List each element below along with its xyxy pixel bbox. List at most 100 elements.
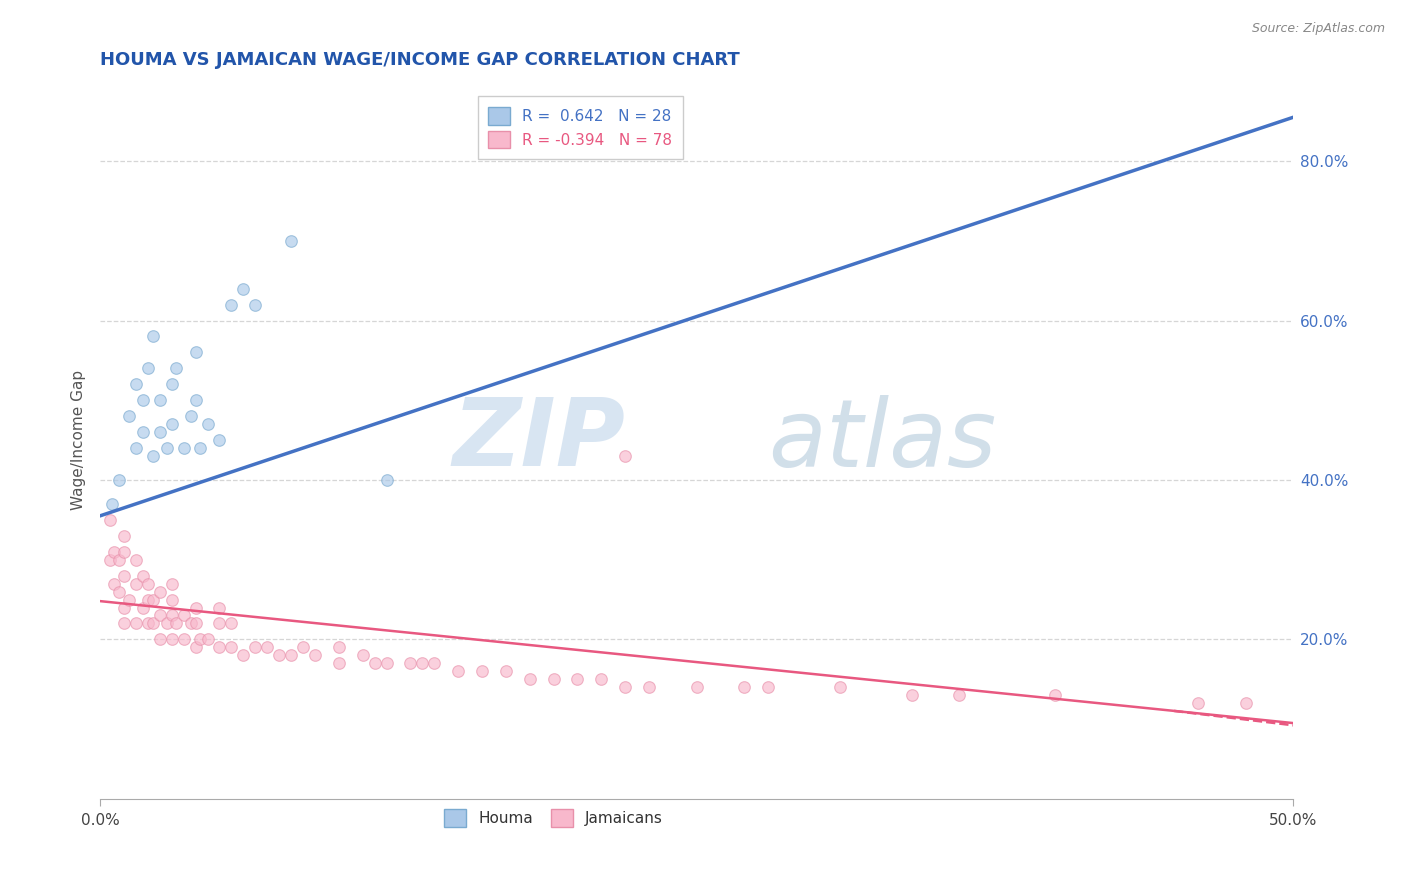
Point [166, 361, 188, 376]
Point [112, 544, 135, 558]
Point [103, 544, 125, 558]
Point [142, 592, 165, 607]
Point [375, 657, 398, 671]
Point [156, 616, 179, 631]
Point [142, 449, 165, 463]
Point [221, 297, 243, 311]
Point [125, 576, 148, 591]
Point [112, 616, 135, 631]
Point [221, 616, 243, 631]
Point [269, 648, 291, 663]
Legend: Houma, Jamaicans: Houma, Jamaicans [437, 801, 671, 834]
Point [190, 441, 212, 455]
Point [208, 640, 231, 655]
Point [125, 616, 148, 631]
Y-axis label: Wage/Income Gap: Wage/Income Gap [72, 370, 86, 510]
Point [108, 552, 131, 566]
Point [125, 377, 148, 392]
Point [208, 600, 231, 615]
Point [828, 680, 851, 694]
Point [112, 600, 135, 615]
Point [197, 417, 219, 431]
Point [160, 377, 183, 392]
Point [543, 672, 565, 686]
Point [184, 600, 207, 615]
Point [108, 473, 131, 487]
Point [125, 441, 148, 455]
Point [184, 616, 207, 631]
Point [900, 688, 922, 702]
Point [112, 529, 135, 543]
Point [184, 345, 207, 359]
Point [280, 648, 302, 663]
Point [136, 361, 159, 376]
Point [156, 441, 179, 455]
Point [125, 552, 148, 566]
Point [136, 576, 159, 591]
Point [173, 608, 195, 623]
Point [567, 672, 589, 686]
Point [208, 433, 231, 447]
Point [304, 648, 326, 663]
Point [471, 665, 494, 679]
Point [245, 640, 267, 655]
Point [173, 632, 195, 647]
Point [375, 473, 398, 487]
Point [166, 616, 188, 631]
Point [245, 297, 267, 311]
Point [98, 513, 121, 527]
Text: atlas: atlas [768, 394, 997, 485]
Text: Source: ZipAtlas.com: Source: ZipAtlas.com [1251, 22, 1385, 36]
Point [328, 640, 350, 655]
Point [495, 665, 517, 679]
Point [101, 497, 124, 511]
Point [136, 616, 159, 631]
Point [232, 282, 254, 296]
Point [98, 552, 121, 566]
Point [108, 584, 131, 599]
Point [328, 657, 350, 671]
Point [686, 680, 709, 694]
Point [149, 632, 172, 647]
Point [132, 600, 155, 615]
Point [1043, 688, 1066, 702]
Point [197, 632, 219, 647]
Point [173, 441, 195, 455]
Point [1187, 696, 1209, 710]
Point [142, 616, 165, 631]
Point [136, 592, 159, 607]
Point [160, 632, 183, 647]
Point [160, 608, 183, 623]
Point [519, 672, 541, 686]
Point [256, 640, 278, 655]
Point [363, 657, 385, 671]
Point [948, 688, 970, 702]
Point [423, 657, 446, 671]
Point [614, 680, 637, 694]
Point [160, 576, 183, 591]
Point [149, 425, 172, 439]
Point [149, 393, 172, 408]
Point [184, 640, 207, 655]
Point [132, 393, 155, 408]
Point [118, 409, 141, 424]
Point [184, 393, 207, 408]
Point [208, 616, 231, 631]
Point [399, 657, 422, 671]
Point [149, 584, 172, 599]
Point [180, 409, 202, 424]
Point [411, 657, 433, 671]
Point [756, 680, 779, 694]
Point [734, 680, 756, 694]
Point [1234, 696, 1257, 710]
Point [352, 648, 374, 663]
Point [103, 576, 125, 591]
Point [132, 425, 155, 439]
Point [149, 608, 172, 623]
Point [447, 665, 470, 679]
Point [221, 640, 243, 655]
Point [160, 592, 183, 607]
Text: HOUMA VS JAMAICAN WAGE/INCOME GAP CORRELATION CHART: HOUMA VS JAMAICAN WAGE/INCOME GAP CORREL… [100, 51, 740, 69]
Point [614, 449, 637, 463]
Point [112, 568, 135, 582]
